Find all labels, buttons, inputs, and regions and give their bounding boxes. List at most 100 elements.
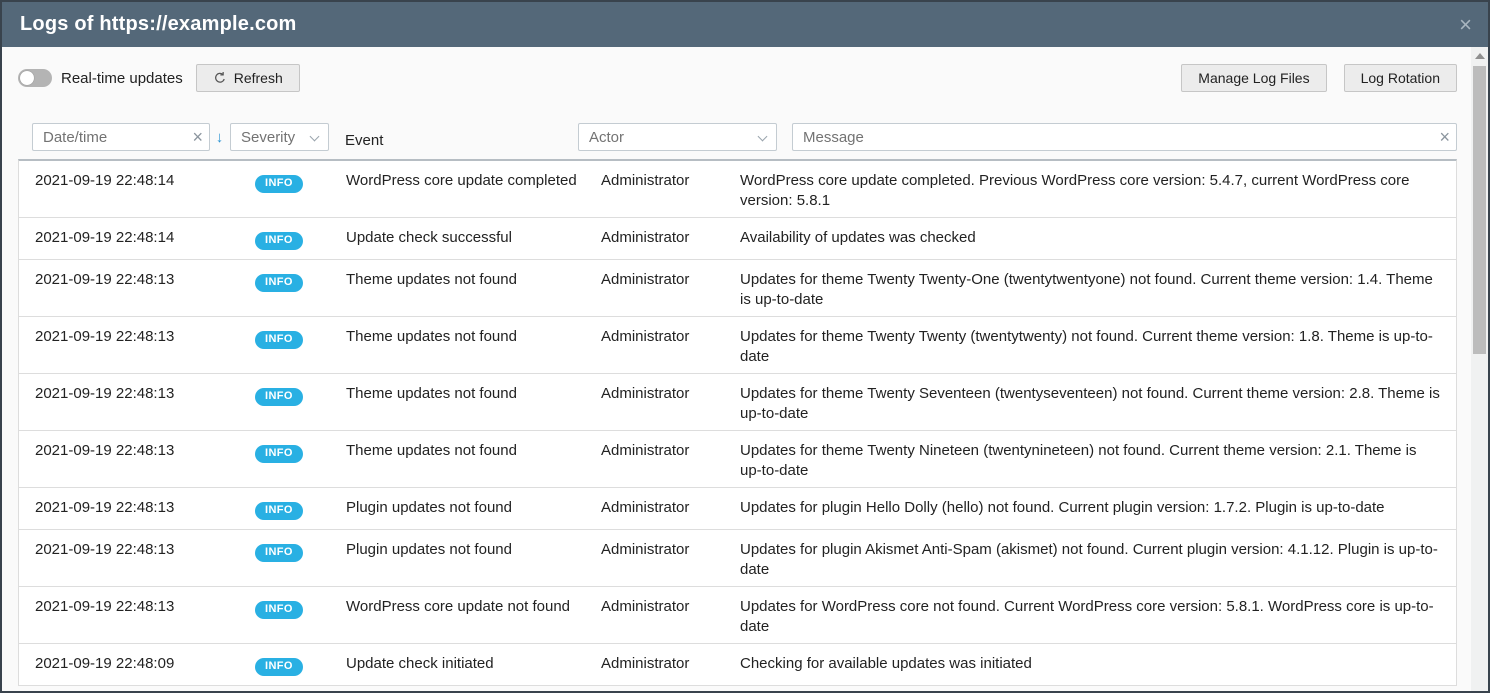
- datetime-filter: ×: [32, 123, 210, 151]
- severity-badge: INFO: [255, 232, 303, 250]
- severity-cell: INFO: [255, 540, 346, 562]
- severity-cell: INFO: [255, 270, 346, 292]
- vertical-scrollbar[interactable]: [1471, 47, 1488, 691]
- severity-filter-select[interactable]: Severity: [230, 123, 329, 151]
- table-row: 2021-09-19 22:48:13 INFO Theme updates n…: [19, 431, 1456, 488]
- log-actor: Administrator: [601, 328, 690, 345]
- datetime-filter-input[interactable]: [32, 123, 210, 151]
- log-actor: Administrator: [601, 541, 690, 558]
- log-message: Updates for plugin Hello Dolly (hello) n…: [740, 499, 1385, 516]
- table-row: 2021-09-19 22:48:13 INFO Theme updates n…: [19, 260, 1456, 317]
- table-row: 2021-09-19 22:48:13 INFO Theme updates n…: [19, 374, 1456, 431]
- log-actor: Administrator: [601, 229, 690, 246]
- log-message: Updates for plugin Akismet Anti-Spam (ak…: [740, 541, 1438, 578]
- table-row: 2021-09-19 22:48:13 INFO Plugin updates …: [19, 530, 1456, 587]
- event-column-header: Event: [345, 131, 384, 149]
- realtime-toggle[interactable]: [18, 69, 52, 87]
- dialog-title: Logs of https://example.com: [20, 13, 297, 35]
- log-event: Update check successful: [346, 229, 512, 246]
- log-datetime: 2021-09-19 22:48:14: [35, 229, 175, 246]
- dialog-titlebar: Logs of https://example.com ×: [2, 2, 1488, 47]
- actor-filter-select[interactable]: Actor: [578, 123, 777, 151]
- log-actor: Administrator: [601, 271, 690, 288]
- severity-badge: INFO: [255, 601, 303, 619]
- refresh-button-label: Refresh: [233, 70, 283, 86]
- severity-badge: INFO: [255, 388, 303, 406]
- log-message: WordPress core update completed. Previou…: [740, 172, 1410, 209]
- log-event: WordPress core update completed: [346, 172, 577, 189]
- log-table-body: 2021-09-19 22:48:14 INFO WordPress core …: [18, 159, 1457, 686]
- severity-badge: INFO: [255, 658, 303, 676]
- severity-cell: INFO: [255, 228, 346, 250]
- filter-bar: × ↓ Severity Event Actor ×: [32, 123, 1457, 151]
- log-datetime: 2021-09-19 22:48:13: [35, 271, 175, 288]
- message-clear-icon[interactable]: ×: [1439, 127, 1450, 147]
- chevron-down-icon: [757, 131, 768, 142]
- log-datetime: 2021-09-19 22:48:13: [35, 541, 175, 558]
- log-message: Checking for available updates was initi…: [740, 655, 1032, 672]
- log-message: Updates for theme Twenty Twenty-One (twe…: [740, 271, 1433, 308]
- severity-cell: INFO: [255, 498, 346, 520]
- toggle-knob: [20, 71, 34, 85]
- log-actor: Administrator: [601, 385, 690, 402]
- sort-desc-icon[interactable]: ↓: [215, 128, 224, 146]
- log-actor: Administrator: [601, 172, 690, 189]
- log-message: Updates for theme Twenty Nineteen (twent…: [740, 442, 1417, 479]
- severity-badge: INFO: [255, 544, 303, 562]
- log-actor: Administrator: [601, 598, 690, 615]
- log-event: WordPress core update not found: [346, 598, 571, 615]
- log-message: Availability of updates was checked: [740, 229, 976, 246]
- severity-cell: INFO: [255, 441, 346, 463]
- message-filter-input[interactable]: [792, 123, 1457, 151]
- log-message: Updates for theme Twenty Seventeen (twen…: [740, 385, 1440, 422]
- severity-badge: INFO: [255, 502, 303, 520]
- toolbar: Real-time updates Refresh Manage Log Fil…: [18, 64, 1457, 92]
- log-datetime: 2021-09-19 22:48:09: [35, 655, 175, 672]
- severity-filter-label: Severity: [241, 128, 296, 146]
- log-actor: Administrator: [601, 499, 690, 516]
- severity-badge: INFO: [255, 274, 303, 292]
- log-datetime: 2021-09-19 22:48:13: [35, 598, 175, 615]
- table-row: 2021-09-19 22:48:13 INFO Theme updates n…: [19, 317, 1456, 374]
- log-event: Theme updates not found: [346, 328, 517, 345]
- severity-cell: INFO: [255, 384, 346, 406]
- realtime-toggle-label: Real-time updates: [61, 69, 183, 87]
- log-datetime: 2021-09-19 22:48:13: [35, 499, 175, 516]
- log-event: Theme updates not found: [346, 385, 517, 402]
- log-datetime: 2021-09-19 22:48:13: [35, 442, 175, 459]
- log-rotation-button[interactable]: Log Rotation: [1343, 64, 1457, 92]
- table-row: 2021-09-19 22:48:14 INFO Update check su…: [19, 218, 1456, 260]
- severity-cell: INFO: [255, 327, 346, 349]
- log-event: Theme updates not found: [346, 271, 517, 288]
- datetime-clear-icon[interactable]: ×: [192, 127, 203, 147]
- message-filter: ×: [792, 123, 1457, 151]
- severity-cell: INFO: [255, 597, 346, 619]
- log-event: Plugin updates not found: [346, 541, 512, 558]
- table-row: 2021-09-19 22:48:13 INFO WordPress core …: [19, 587, 1456, 644]
- refresh-icon: [213, 71, 227, 85]
- severity-badge: INFO: [255, 175, 303, 193]
- toolbar-right-group: Manage Log Files Log Rotation: [1181, 64, 1457, 92]
- log-message: Updates for WordPress core not found. Cu…: [740, 598, 1434, 635]
- log-actor: Administrator: [601, 442, 690, 459]
- severity-cell: INFO: [255, 654, 346, 676]
- refresh-button[interactable]: Refresh: [195, 64, 300, 92]
- log-datetime: 2021-09-19 22:48:14: [35, 172, 175, 189]
- table-row: 2021-09-19 22:48:14 INFO WordPress core …: [19, 161, 1456, 218]
- severity-badge: INFO: [255, 331, 303, 349]
- log-actor: Administrator: [601, 655, 690, 672]
- log-datetime: 2021-09-19 22:48:13: [35, 385, 175, 402]
- log-event: Update check initiated: [346, 655, 494, 672]
- scrollbar-thumb[interactable]: [1473, 66, 1486, 354]
- table-row: 2021-09-19 22:48:13 INFO Plugin updates …: [19, 488, 1456, 530]
- log-event: Plugin updates not found: [346, 499, 512, 516]
- log-datetime: 2021-09-19 22:48:13: [35, 328, 175, 345]
- severity-badge: INFO: [255, 445, 303, 463]
- severity-cell: INFO: [255, 171, 346, 193]
- chevron-down-icon: [309, 131, 320, 142]
- scrollbar-up-arrow-icon[interactable]: [1475, 53, 1485, 59]
- table-row: 2021-09-19 22:48:09 INFO Update check in…: [19, 644, 1456, 686]
- manage-log-files-button[interactable]: Manage Log Files: [1181, 64, 1327, 92]
- close-icon[interactable]: ×: [1459, 11, 1472, 37]
